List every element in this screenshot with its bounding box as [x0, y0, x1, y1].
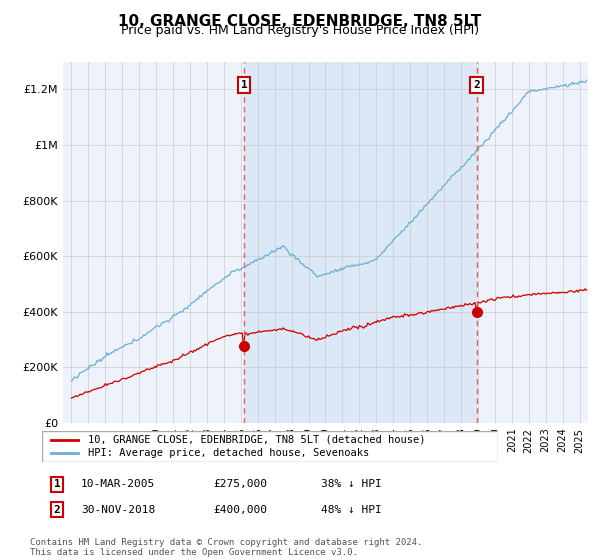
- Text: 38% ↓ HPI: 38% ↓ HPI: [321, 479, 382, 489]
- Text: 2: 2: [53, 505, 61, 515]
- Text: Contains HM Land Registry data © Crown copyright and database right 2024.
This d: Contains HM Land Registry data © Crown c…: [30, 538, 422, 557]
- Text: £275,000: £275,000: [213, 479, 267, 489]
- Text: 10, GRANGE CLOSE, EDENBRIDGE, TN8 5LT: 10, GRANGE CLOSE, EDENBRIDGE, TN8 5LT: [118, 14, 482, 29]
- Text: Price paid vs. HM Land Registry's House Price Index (HPI): Price paid vs. HM Land Registry's House …: [121, 24, 479, 37]
- Text: £400,000: £400,000: [213, 505, 267, 515]
- Text: 48% ↓ HPI: 48% ↓ HPI: [321, 505, 382, 515]
- Text: 1: 1: [53, 479, 61, 489]
- Text: 2: 2: [473, 80, 480, 90]
- Text: 10-MAR-2005: 10-MAR-2005: [81, 479, 155, 489]
- Bar: [244, 62, 476, 423]
- Text: 1: 1: [241, 80, 247, 90]
- Text: 10, GRANGE CLOSE, EDENBRIDGE, TN8 5LT (detached house): 10, GRANGE CLOSE, EDENBRIDGE, TN8 5LT (d…: [88, 435, 425, 445]
- Text: 30-NOV-2018: 30-NOV-2018: [81, 505, 155, 515]
- Text: HPI: Average price, detached house, Sevenoaks: HPI: Average price, detached house, Seve…: [88, 449, 369, 459]
